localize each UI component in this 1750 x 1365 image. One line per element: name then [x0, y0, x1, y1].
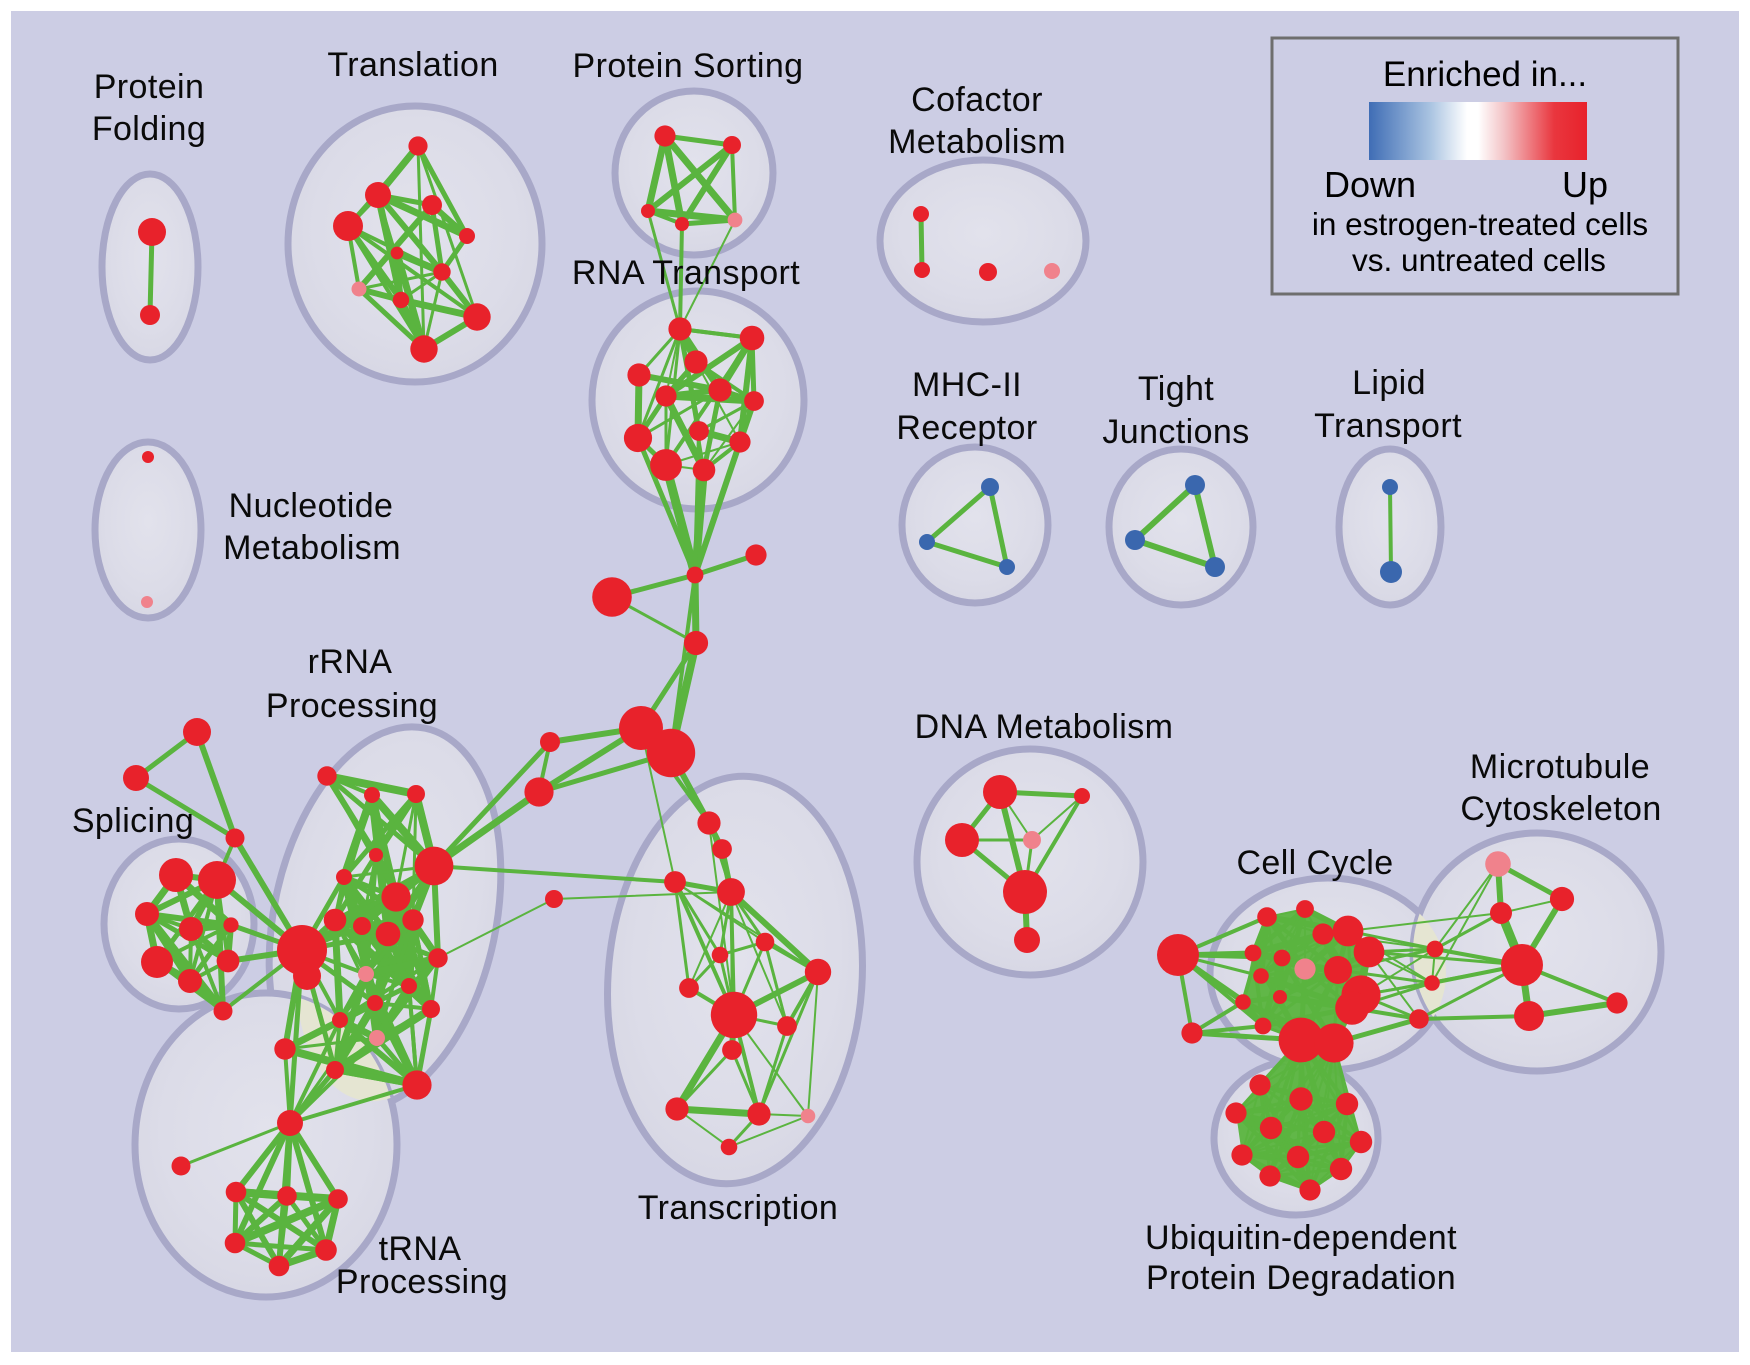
svg-text:Cytoskeleton: Cytoskeleton: [1460, 790, 1661, 828]
svg-text:Junctions: Junctions: [1102, 413, 1249, 451]
svg-text:Microtubule: Microtubule: [1470, 748, 1650, 786]
svg-text:MHC-II: MHC-II: [912, 366, 1022, 404]
svg-text:Metabolism: Metabolism: [888, 123, 1066, 161]
svg-text:rRNA: rRNA: [308, 643, 393, 681]
svg-text:Processing: Processing: [336, 1263, 508, 1301]
svg-text:in estrogen-treated cells: in estrogen-treated cells: [1312, 206, 1648, 242]
svg-text:Nucleotide: Nucleotide: [229, 487, 394, 525]
svg-text:Up: Up: [1562, 164, 1608, 205]
svg-text:tRNA: tRNA: [379, 1230, 462, 1268]
svg-text:Lipid: Lipid: [1352, 364, 1426, 402]
svg-text:Metabolism: Metabolism: [223, 529, 401, 567]
svg-text:Cofactor: Cofactor: [911, 81, 1043, 119]
svg-text:Folding: Folding: [92, 110, 206, 148]
svg-text:Tight: Tight: [1138, 370, 1214, 408]
svg-text:Enriched in...: Enriched in...: [1383, 55, 1587, 94]
svg-text:Cell Cycle: Cell Cycle: [1236, 844, 1393, 882]
svg-text:Translation: Translation: [327, 46, 498, 84]
svg-text:Ubiquitin-dependent: Ubiquitin-dependent: [1145, 1219, 1457, 1257]
svg-text:Transcription: Transcription: [638, 1189, 838, 1227]
svg-text:DNA Metabolism: DNA Metabolism: [915, 708, 1174, 746]
svg-text:vs. untreated cells: vs. untreated cells: [1352, 242, 1606, 278]
svg-text:Protein: Protein: [94, 68, 205, 106]
svg-text:Protein Degradation: Protein Degradation: [1146, 1259, 1456, 1297]
svg-text:Splicing: Splicing: [72, 802, 194, 840]
svg-text:Processing: Processing: [266, 687, 438, 725]
svg-text:Transport: Transport: [1314, 407, 1462, 445]
svg-text:RNA Transport: RNA Transport: [572, 254, 800, 292]
svg-text:Protein Sorting: Protein Sorting: [573, 47, 804, 85]
svg-text:Down: Down: [1324, 164, 1416, 205]
svg-text:Receptor: Receptor: [896, 409, 1037, 447]
